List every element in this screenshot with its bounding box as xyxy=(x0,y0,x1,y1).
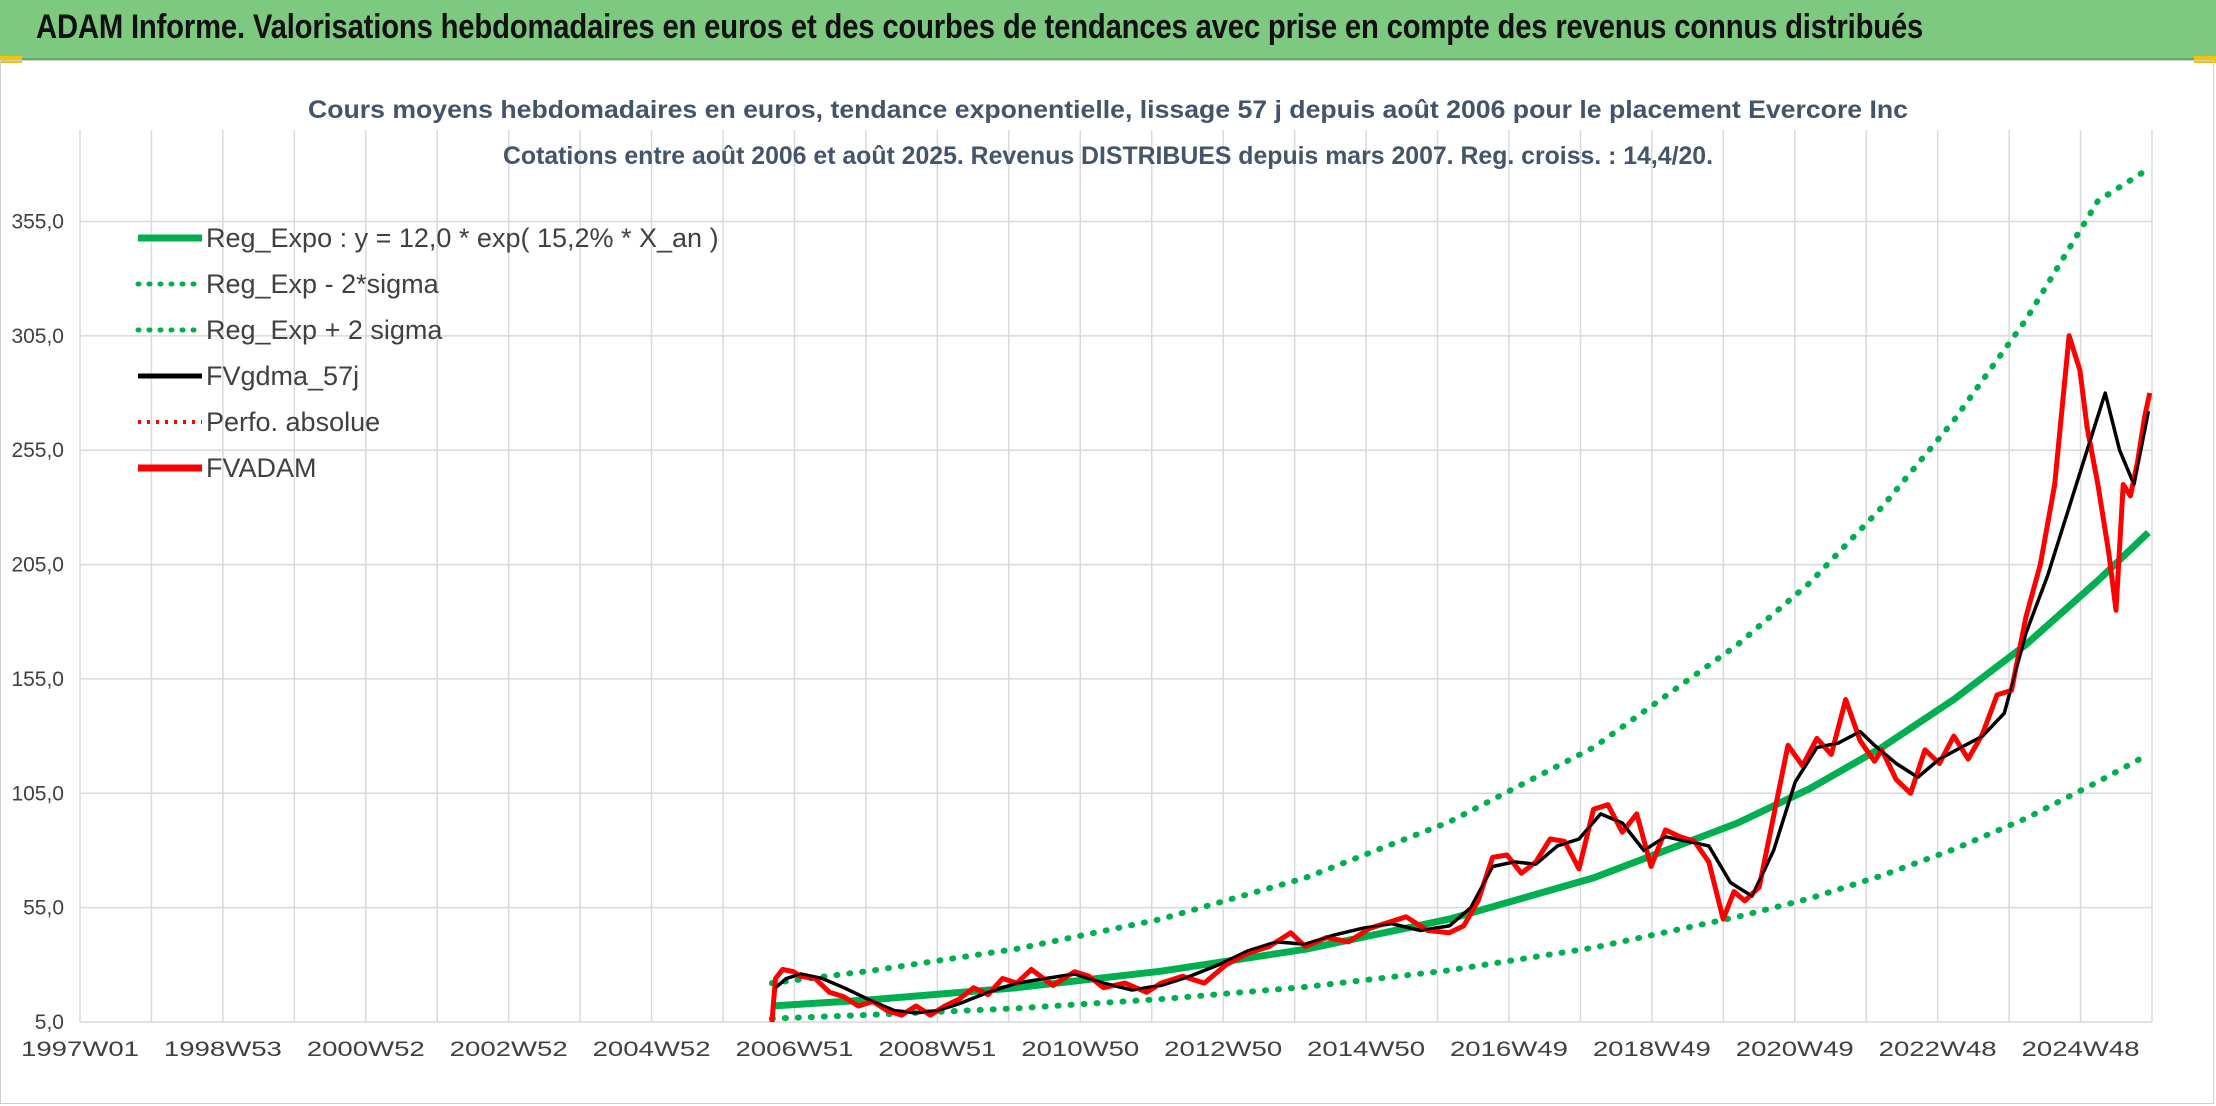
smoothed-57j-overlay xyxy=(774,391,2150,1015)
lower-band-line xyxy=(768,751,2152,1022)
legend-label: FVADAM xyxy=(206,453,317,483)
y-tick-label: 255,0 xyxy=(11,439,64,462)
y-tick-label: 5,0 xyxy=(35,1011,64,1034)
y-tick-label: 355,0 xyxy=(11,210,64,233)
x-tick-label: 1997W01 xyxy=(21,1038,139,1061)
banner-corner-right xyxy=(2194,56,2216,63)
x-tick-label: 2022W48 xyxy=(1879,1038,1997,1061)
legend-label: Reg_Exp - 2*sigma xyxy=(206,269,440,299)
y-tick-label: 155,0 xyxy=(11,668,64,691)
chart-title: Cours moyens hebdomadaires en euros, ten… xyxy=(308,96,1908,124)
y-tick-label: 305,0 xyxy=(11,325,64,348)
upper-band-line xyxy=(768,165,2152,987)
banner-corner-left xyxy=(0,56,22,63)
x-tick-label: 2014W50 xyxy=(1307,1038,1425,1061)
report-title: ADAM Informe. Valorisations hebdomadaire… xyxy=(36,8,1924,46)
regression-line xyxy=(771,529,2151,1010)
report-banner: ADAM Informe. Valorisations hebdomadaire… xyxy=(0,0,2216,60)
chart-frame xyxy=(0,60,2214,1104)
x-tick-label: 2008W51 xyxy=(878,1038,996,1061)
x-tick-label: 2002W52 xyxy=(450,1038,568,1061)
fvadam-line xyxy=(769,333,2153,1023)
legend-label: FVgdma_57j xyxy=(206,361,359,391)
x-tick-label: 2020W49 xyxy=(1736,1038,1854,1061)
x-tick-label: 2016W49 xyxy=(1450,1038,1568,1061)
x-tick-label: 2024W48 xyxy=(2022,1038,2140,1061)
chart-subtitle: Cotations entre août 2006 et août 2025. … xyxy=(503,142,1713,170)
x-tick-label: 2006W51 xyxy=(735,1038,853,1061)
legend-label: Reg_Expo : y = 12,0 * exp( 15,2% * X_an … xyxy=(206,223,719,253)
x-axis-ticks: 1997W01 1998W53 2000W52 2002W52 2004W52 2006W… xyxy=(21,1038,2140,1061)
series-lines xyxy=(768,165,2153,1023)
x-tick-label: 2010W50 xyxy=(1021,1038,1139,1061)
x-tick-label: 2004W52 xyxy=(593,1038,711,1061)
x-tick-label: 1998W53 xyxy=(164,1038,282,1061)
legend-label: Perfo. absolue xyxy=(206,407,380,437)
x-tick-label: 2012W50 xyxy=(1164,1038,1282,1061)
legend-label: Reg_Exp + 2 sigma xyxy=(206,315,443,345)
x-tick-label: 2000W52 xyxy=(307,1038,425,1061)
x-tick-label: 2018W49 xyxy=(1593,1038,1711,1061)
y-tick-label: 105,0 xyxy=(11,782,64,805)
y-tick-label: 205,0 xyxy=(11,554,64,577)
chart-legend: Reg_Expo : y = 12,0 * exp( 15,2% * X_an … xyxy=(135,223,719,483)
y-axis-ticks: 5,0 55,0 105,0 155,0 205,0 255,0 305,0 355,0 xyxy=(11,210,64,1034)
y-tick-label: 55,0 xyxy=(23,897,64,920)
